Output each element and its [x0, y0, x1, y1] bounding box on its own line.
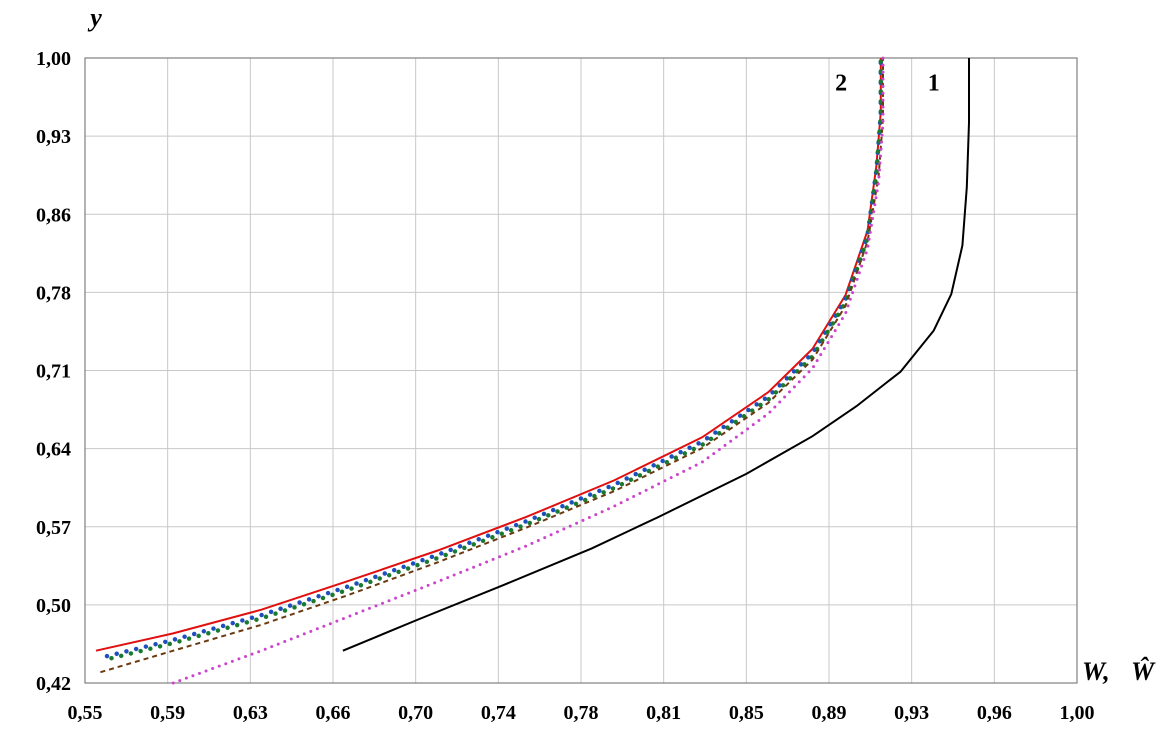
x-axis-title: W, [1082, 657, 1110, 686]
x-tick-label: 0,96 [977, 702, 1012, 724]
x-tick-label: 0,93 [894, 702, 929, 724]
y-tick-label: 0,71 [36, 361, 71, 383]
series-4-line [109, 55, 884, 661]
x-tick-label: 0,85 [729, 702, 764, 724]
y-tick-label: 0,86 [36, 204, 71, 226]
x-tick-label: 0,89 [812, 702, 847, 724]
series-1-line [342, 58, 970, 652]
x-tick-label: 1,00 [1060, 702, 1095, 724]
plot-frame [84, 57, 1078, 684]
x-tick-label: 0,63 [233, 702, 268, 724]
x-axis-title-hat: Ŵ [1131, 657, 1156, 686]
grid-layer [85, 58, 1077, 683]
x-tick-label: 0,66 [316, 702, 351, 724]
y-tick-label: 0,93 [36, 126, 71, 148]
y-axis-title: y [87, 3, 102, 32]
x-tick-label: 0,59 [150, 702, 185, 724]
series-3-line [104, 55, 884, 659]
y-tick-label: 0,78 [36, 282, 71, 304]
x-tick-label: 0,74 [481, 702, 516, 724]
series-6-line [171, 56, 885, 685]
y-tick-label: 1,00 [36, 48, 71, 70]
series-2-line [95, 58, 882, 652]
series-5-line [100, 58, 884, 674]
x-tick-label: 0,78 [564, 702, 599, 724]
curve-label-1: 2 [835, 70, 847, 96]
y-tick-label: 0,50 [36, 595, 71, 617]
series-layer [95, 55, 970, 685]
x-tick-label: 0,55 [68, 702, 103, 724]
y-tick-label: 0,64 [36, 439, 71, 461]
x-tick-label: 0,81 [646, 702, 681, 724]
curve-label-2: 1 [928, 70, 940, 96]
y-tick-label: 0,42 [36, 673, 71, 695]
x-tick-label: 0,70 [398, 702, 433, 724]
tick-layer: 0,55 0,59 0,63 0,66 0,70 0,74 0,78 0,81 0,85 0,89… [36, 48, 1095, 724]
y-tick-label: 0,57 [36, 517, 71, 539]
